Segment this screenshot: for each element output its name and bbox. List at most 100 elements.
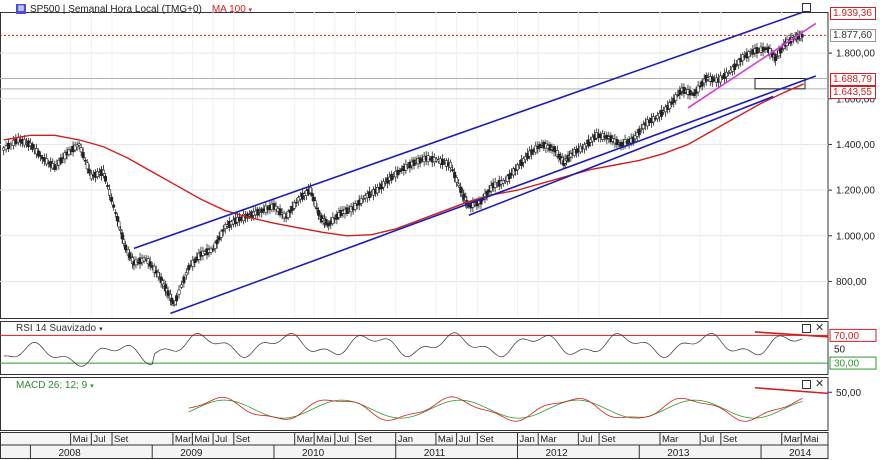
trendline <box>133 8 811 250</box>
candle-body <box>73 144 77 151</box>
candle-body <box>426 155 430 162</box>
candle-body <box>179 284 183 288</box>
price-tag-high: 1.939,36 <box>830 7 876 20</box>
ma-series <box>3 83 804 237</box>
year-label: 2014 <box>789 448 812 459</box>
candle-body <box>507 173 511 180</box>
candle-body <box>582 144 586 150</box>
candle-body <box>698 85 702 88</box>
candle-body <box>359 197 363 204</box>
candle-body <box>7 142 11 150</box>
candle-body <box>641 124 645 130</box>
rsi-level-label: 30,00 <box>834 359 859 370</box>
month-label: Set <box>114 434 129 445</box>
macd-close-icon[interactable]: ✕ <box>815 378 825 390</box>
candle-body <box>2 147 6 151</box>
candle-body <box>367 191 371 199</box>
candle-body <box>578 145 582 153</box>
candle-body <box>670 101 674 105</box>
candle-body <box>223 224 227 230</box>
candle-body <box>120 232 124 240</box>
year-label: 2013 <box>667 448 690 459</box>
candle-body <box>294 201 298 204</box>
rsi-title[interactable]: RSI 14 Suavizado <box>16 323 97 334</box>
chart-symbol-icon[interactable]: ▦ <box>16 4 26 14</box>
y-tick-label: 1.800,00 <box>836 49 875 60</box>
candle-body <box>520 159 524 167</box>
month-label: Mai <box>194 434 209 445</box>
month-label: Mar <box>297 434 313 445</box>
month-label: Set <box>236 434 251 445</box>
candle-body <box>59 157 63 164</box>
month-label: Jan <box>398 434 413 445</box>
candle-body <box>67 149 71 156</box>
rsi-panel-border <box>0 321 829 375</box>
chart-title[interactable]: SP500 | Semanal Hora Local (TMG+0) <box>30 3 202 15</box>
macd-maximize-button[interactable] <box>802 380 811 389</box>
candle-body <box>747 51 751 58</box>
candle-body <box>213 242 217 249</box>
candle-body <box>63 152 67 160</box>
candle-body <box>313 200 317 208</box>
candle-body <box>800 34 804 38</box>
macd-tick-label: 50,00 <box>836 388 861 399</box>
candle-body <box>286 211 290 218</box>
month-label: Jul <box>215 434 227 445</box>
rsi-maximize-button[interactable] <box>802 324 811 333</box>
maximize-button[interactable] <box>802 3 811 12</box>
macd-header: MACD 26; 12; 9 ▾ <box>16 380 94 391</box>
month-label: Set <box>601 434 616 445</box>
candle-body <box>390 173 394 181</box>
month-label: Mar <box>540 434 556 445</box>
candle-body <box>725 71 729 77</box>
macd-dropdown-icon[interactable]: ▾ <box>90 382 94 390</box>
candle-body <box>398 170 402 173</box>
candle-body <box>14 138 18 145</box>
candle-body <box>79 147 83 153</box>
month-label: Mai <box>316 434 331 445</box>
y-tick-label: 1.400,00 <box>836 140 875 151</box>
candle-body <box>211 248 215 251</box>
candle-body <box>382 181 386 188</box>
macd-panel-border <box>0 377 829 431</box>
year-label: 2008 <box>58 448 81 459</box>
macd-divergence-line <box>754 386 829 395</box>
year-label: 2012 <box>546 448 569 459</box>
candle-body <box>112 204 116 208</box>
candle-body <box>668 102 672 109</box>
candle-body <box>22 138 26 146</box>
candle-body <box>119 229 123 231</box>
macd-title[interactable]: MACD 26; 12; 9 <box>16 380 88 391</box>
rsi-panel: 70,00 50 30,00 <box>0 328 877 370</box>
candle-body <box>182 276 186 284</box>
candle-body <box>108 189 112 196</box>
candle-body <box>187 265 191 271</box>
ma-label[interactable]: MA 100 ▾ <box>212 4 252 15</box>
ma-dropdown-icon[interactable]: ▾ <box>248 6 253 14</box>
candle-body <box>83 159 87 162</box>
candle-body <box>522 158 526 163</box>
price-panel-border <box>0 12 829 319</box>
candle-body <box>741 54 745 62</box>
rsi-dropdown-icon[interactable]: ▾ <box>99 325 103 333</box>
ma-label-text: MA 100 <box>211 3 246 15</box>
candle-body <box>122 239 126 244</box>
candle-body <box>217 236 221 240</box>
rsi-close-icon[interactable]: ✕ <box>815 322 825 334</box>
candle-body <box>77 143 81 146</box>
candle-body <box>315 207 319 210</box>
candle-body <box>674 94 678 101</box>
candle-body <box>148 261 152 267</box>
candle-body <box>538 143 542 148</box>
candle-body <box>193 258 197 264</box>
candle-body <box>557 153 561 158</box>
candle-body <box>104 175 108 182</box>
rsi-divergence-line <box>754 331 829 338</box>
candle-body <box>191 259 195 267</box>
candle-body <box>737 59 741 66</box>
month-label: Mar <box>662 434 678 445</box>
candle-body <box>85 162 89 170</box>
candle-body <box>215 239 219 245</box>
candle-body <box>552 146 556 152</box>
